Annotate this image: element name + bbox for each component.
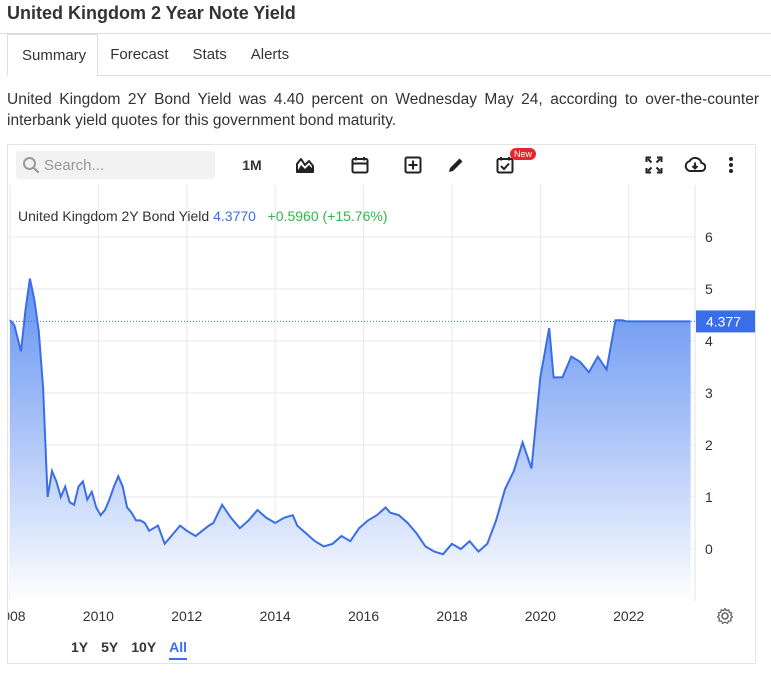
range-button-5y[interactable]: 5Y	[101, 639, 119, 655]
page-title: United Kingdom 2 Year Note Yield	[7, 3, 296, 23]
settings-icon[interactable]	[716, 607, 734, 625]
x-tick-label: 2016	[348, 608, 379, 624]
chart-type-icon	[296, 158, 314, 173]
search-icon	[23, 157, 40, 174]
x-tick-label: 2008	[8, 608, 26, 624]
x-tick-label: 2022	[613, 608, 644, 624]
range-button-all[interactable]: All	[169, 639, 188, 660]
last-value-label: 4.377	[706, 313, 741, 329]
y-tick-label: 1	[705, 489, 713, 505]
series-line	[9, 278, 691, 556]
more-icon	[729, 157, 733, 173]
range-button-1y[interactable]: 1Y	[71, 639, 89, 655]
x-tick-label: 2014	[260, 608, 291, 624]
range-button-10y[interactable]: 10Y	[131, 639, 157, 655]
add-indicator-button[interactable]	[401, 153, 425, 177]
tab-forecast[interactable]: Forecast	[110, 46, 169, 63]
download-icon	[684, 156, 706, 172]
y-tick-label: 3	[705, 385, 713, 401]
x-tick-label: 2010	[83, 608, 114, 624]
draw-icon	[449, 158, 463, 172]
legend-value: 4.3770	[213, 208, 256, 224]
tab-alerts[interactable]: Alerts	[250, 46, 290, 63]
y-tick-label: 2	[705, 437, 713, 453]
calendar-icon	[351, 157, 369, 174]
y-tick-label: 5	[705, 281, 713, 297]
chart-type-button[interactable]	[293, 153, 317, 177]
x-axis: 2008 2010 2012 2014 2016 2018 2020 2022	[8, 608, 644, 624]
add-icon	[404, 156, 422, 174]
tab-bar: Summary Forecast Stats Alerts	[7, 34, 301, 76]
y-tick-label: 6	[705, 229, 713, 245]
chart-legend: United Kingdom 2Y Bond Yield 4.3770 +0.5…	[18, 208, 387, 224]
last-value-tag: 4.377	[696, 310, 755, 333]
last-value-tag-bg	[696, 310, 755, 333]
y-tick-label: 4	[705, 333, 713, 349]
new-badge: New	[510, 148, 537, 160]
calendar-button[interactable]	[348, 153, 372, 177]
interval-button[interactable]: 1M	[242, 157, 262, 173]
chart-container: 6 5 4 3 2 1 0 2008 2010 2012 2014 2016 2018 2020 2022…	[7, 144, 756, 664]
fullscreen-button[interactable]	[642, 153, 666, 177]
search-input[interactable]	[44, 156, 204, 174]
legend-change: +0.5960 (+15.76%)	[267, 208, 388, 224]
series-area	[10, 278, 691, 601]
x-tick-label: 2020	[525, 608, 556, 624]
fullscreen-icon	[645, 156, 663, 174]
download-button[interactable]	[682, 153, 708, 177]
title-divider	[0, 33, 771, 34]
draw-button[interactable]	[444, 153, 468, 177]
search-box[interactable]	[16, 151, 215, 179]
tab-summary[interactable]: Summary	[7, 34, 99, 76]
events-icon	[496, 157, 514, 174]
y-axis: 6 5 4 3 2 1 0	[705, 229, 713, 557]
more-button[interactable]	[723, 153, 739, 177]
summary-text: United Kingdom 2Y Bond Yield was 4.40 pe…	[7, 91, 759, 129]
events-button[interactable]	[493, 153, 517, 177]
x-tick-label: 2012	[171, 608, 202, 624]
tab-stats[interactable]: Stats	[192, 46, 227, 63]
x-tick-label: 2018	[436, 608, 467, 624]
range-selector: 1Y 5Y 10Y All	[71, 639, 200, 660]
legend-series-name: United Kingdom 2Y Bond Yield	[18, 208, 210, 224]
y-tick-label: 0	[705, 541, 713, 557]
chart-toolbar: 1M	[8, 145, 755, 185]
chart-plot[interactable]: 6 5 4 3 2 1 0 2008 2010 2012 2014 2016 2018 2020 2022…	[8, 145, 755, 663]
tabs-divider	[96, 75, 771, 76]
